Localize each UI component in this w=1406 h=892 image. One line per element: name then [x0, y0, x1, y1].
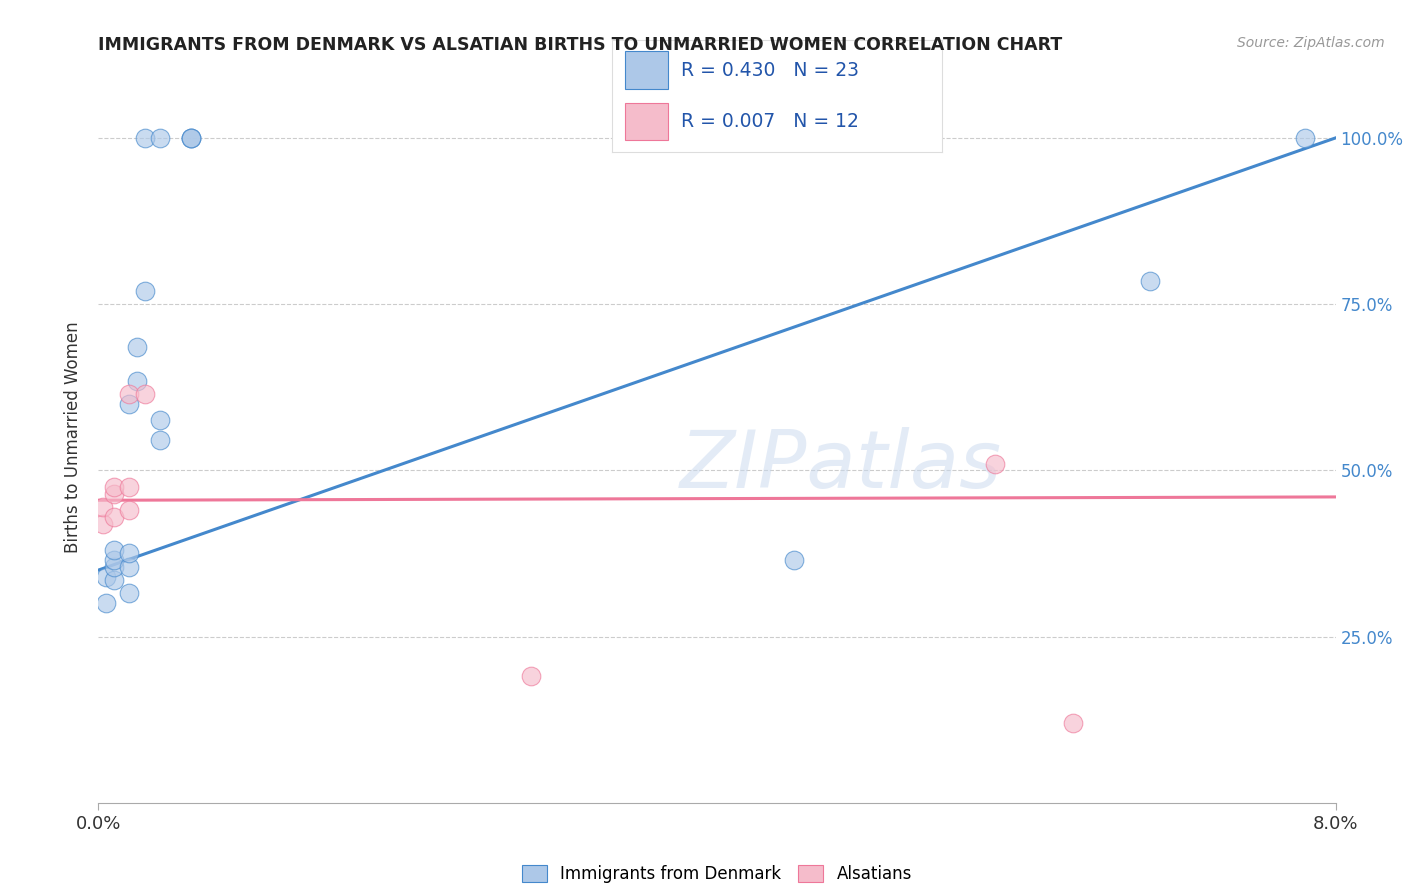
Text: Source: ZipAtlas.com: Source: ZipAtlas.com	[1237, 36, 1385, 50]
Point	[180, 131, 202, 145]
Point	[134, 387, 156, 401]
Point	[127, 374, 149, 388]
Point	[103, 543, 125, 558]
Point	[118, 546, 141, 560]
Point	[984, 457, 1007, 471]
Point	[118, 387, 141, 401]
Point	[149, 434, 172, 448]
Point	[1139, 274, 1161, 288]
Point	[118, 503, 141, 517]
Point	[118, 559, 141, 574]
Point	[91, 500, 114, 514]
Point	[103, 509, 125, 524]
Point	[520, 669, 543, 683]
Point	[127, 340, 149, 354]
Point	[134, 284, 156, 298]
Point	[118, 480, 141, 494]
Point	[180, 131, 202, 145]
Point	[1294, 131, 1316, 145]
Point	[180, 131, 202, 145]
Point	[103, 553, 125, 567]
Point	[1062, 716, 1084, 731]
Point	[103, 486, 125, 500]
Point	[96, 596, 118, 610]
Point	[149, 413, 172, 427]
Y-axis label: Births to Unmarried Women: Births to Unmarried Women	[65, 321, 83, 553]
Point	[118, 586, 141, 600]
Text: R = 0.430   N = 23: R = 0.430 N = 23	[681, 61, 859, 79]
Point	[103, 559, 125, 574]
Bar	[624, 103, 668, 140]
Point	[783, 553, 806, 567]
Text: R = 0.007   N = 12: R = 0.007 N = 12	[681, 112, 859, 131]
Legend: Immigrants from Denmark, Alsatians: Immigrants from Denmark, Alsatians	[516, 858, 918, 889]
Point	[91, 516, 114, 531]
Point	[149, 131, 172, 145]
Point	[103, 573, 125, 587]
Point	[103, 480, 125, 494]
Text: IMMIGRANTS FROM DENMARK VS ALSATIAN BIRTHS TO UNMARRIED WOMEN CORRELATION CHART: IMMIGRANTS FROM DENMARK VS ALSATIAN BIRT…	[98, 36, 1063, 54]
Point	[134, 131, 156, 145]
Text: ZIPatlas: ZIPatlas	[679, 427, 1002, 506]
Bar	[624, 51, 668, 89]
Point	[96, 570, 118, 584]
Point	[118, 397, 141, 411]
